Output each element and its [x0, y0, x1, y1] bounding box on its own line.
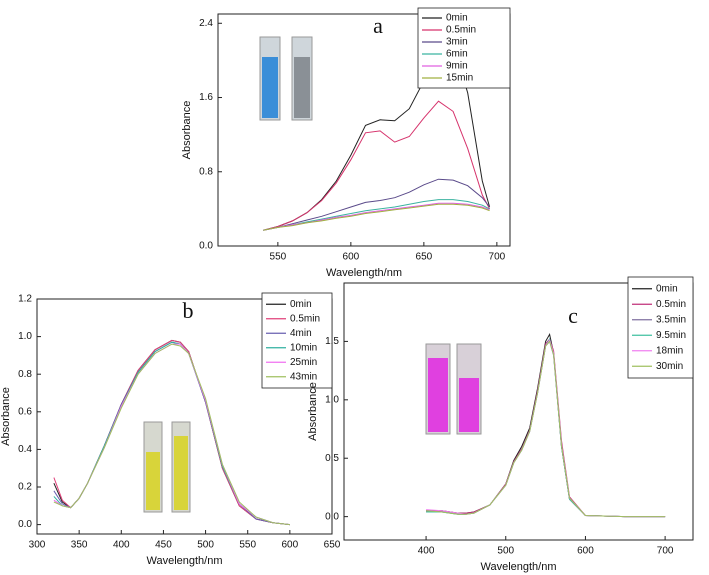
- cuvettes-b: [143, 421, 191, 513]
- series-line: [263, 202, 490, 231]
- x-tick-label: 500: [497, 546, 514, 557]
- x-tick-label: 650: [416, 252, 433, 263]
- legend-label: 0.5min: [656, 299, 686, 310]
- y-tick-label: 1.0: [18, 331, 32, 342]
- x-axis-label: Wavelength/nm: [480, 561, 556, 573]
- legend-label: 3.5min: [656, 314, 686, 325]
- y-axis-label: Absorbance: [307, 382, 319, 441]
- y-tick-label: 0.5: [325, 453, 339, 464]
- plot-frame: [36, 298, 333, 535]
- legend-label: 0min: [290, 299, 312, 310]
- y-tick-label: 0.6: [18, 406, 32, 417]
- x-tick-label: 300: [29, 540, 46, 551]
- legend-label: 0min: [446, 13, 468, 24]
- x-tick-label: 550: [239, 540, 256, 551]
- legend-box: [417, 7, 511, 89]
- y-tick-label: 1.5: [325, 336, 339, 347]
- y-axis-label: Absorbance: [0, 387, 12, 446]
- legend-label: 25min: [290, 357, 317, 368]
- y-axis-label: Absorbance: [181, 101, 193, 160]
- legend-label: 0.5min: [290, 313, 320, 324]
- legend-label: 43min: [290, 371, 317, 382]
- y-tick-label: 0.0: [325, 511, 339, 522]
- legend-label: 4min: [290, 328, 312, 339]
- plot-frame: [343, 282, 694, 541]
- x-tick-label: 700: [489, 252, 506, 263]
- x-tick-label: 600: [282, 540, 299, 551]
- cuvette-liquid: [174, 436, 188, 510]
- x-tick-label: 650: [324, 540, 341, 551]
- cuvettes-a: [259, 36, 313, 121]
- y-tick-label: 0.8: [18, 369, 32, 380]
- panel-letter: a: [373, 13, 383, 38]
- legend-label: 15min: [446, 73, 473, 84]
- x-axis-label: Wavelength/nm: [146, 555, 222, 567]
- legend-box: [261, 292, 333, 389]
- cuvette-liquid: [459, 378, 479, 432]
- x-tick-label: 600: [577, 546, 594, 557]
- x-tick-label: 600: [343, 252, 360, 263]
- x-tick-label: 350: [71, 540, 88, 551]
- x-tick-label: 550: [270, 252, 287, 263]
- y-tick-label: 0.0: [18, 519, 32, 530]
- series-line: [263, 100, 491, 231]
- y-tick-label: 1.2: [18, 294, 32, 305]
- series-line: [426, 340, 666, 518]
- panel-letter: c: [568, 303, 578, 328]
- x-tick-label: 700: [657, 546, 674, 557]
- legend-label: 9.5min: [656, 330, 686, 341]
- y-tick-label: 0.8: [199, 166, 213, 177]
- y-tick-label: 0.4: [18, 444, 32, 455]
- series-line: [53, 343, 290, 526]
- cuvette-liquid: [294, 57, 310, 118]
- series-line: [263, 178, 490, 231]
- plot-frame: [217, 13, 511, 247]
- series-line: [263, 203, 490, 231]
- legend-label: 0min: [656, 283, 678, 294]
- legend-label: 9min: [446, 61, 468, 72]
- y-tick-label: 2.4: [199, 18, 213, 29]
- y-tick-label: 0.2: [18, 482, 32, 493]
- x-tick-label: 500: [197, 540, 214, 551]
- legend-label: 6min: [446, 49, 468, 60]
- cuvette-liquid: [428, 358, 448, 432]
- panel-letter: b: [183, 298, 194, 323]
- legend-label: 3min: [446, 37, 468, 48]
- cuvette-liquid: [146, 452, 160, 510]
- legend-label: 18min: [656, 345, 683, 356]
- x-tick-label: 400: [418, 546, 435, 557]
- legend-label: 10min: [290, 342, 317, 353]
- legend-box: [627, 276, 694, 379]
- y-tick-label: 1.0: [325, 394, 339, 405]
- y-tick-label: 0.0: [199, 241, 213, 252]
- x-tick-label: 400: [113, 540, 130, 551]
- legend-label: 0.5min: [446, 25, 476, 36]
- y-tick-label: 1.6: [199, 92, 213, 103]
- x-axis-label: Wavelength/nm: [326, 267, 402, 279]
- legend-label: 30min: [656, 361, 683, 372]
- cuvettes-c: [425, 343, 482, 435]
- series-line: [263, 199, 490, 231]
- x-tick-label: 450: [155, 540, 172, 551]
- cuvette-liquid: [262, 57, 278, 118]
